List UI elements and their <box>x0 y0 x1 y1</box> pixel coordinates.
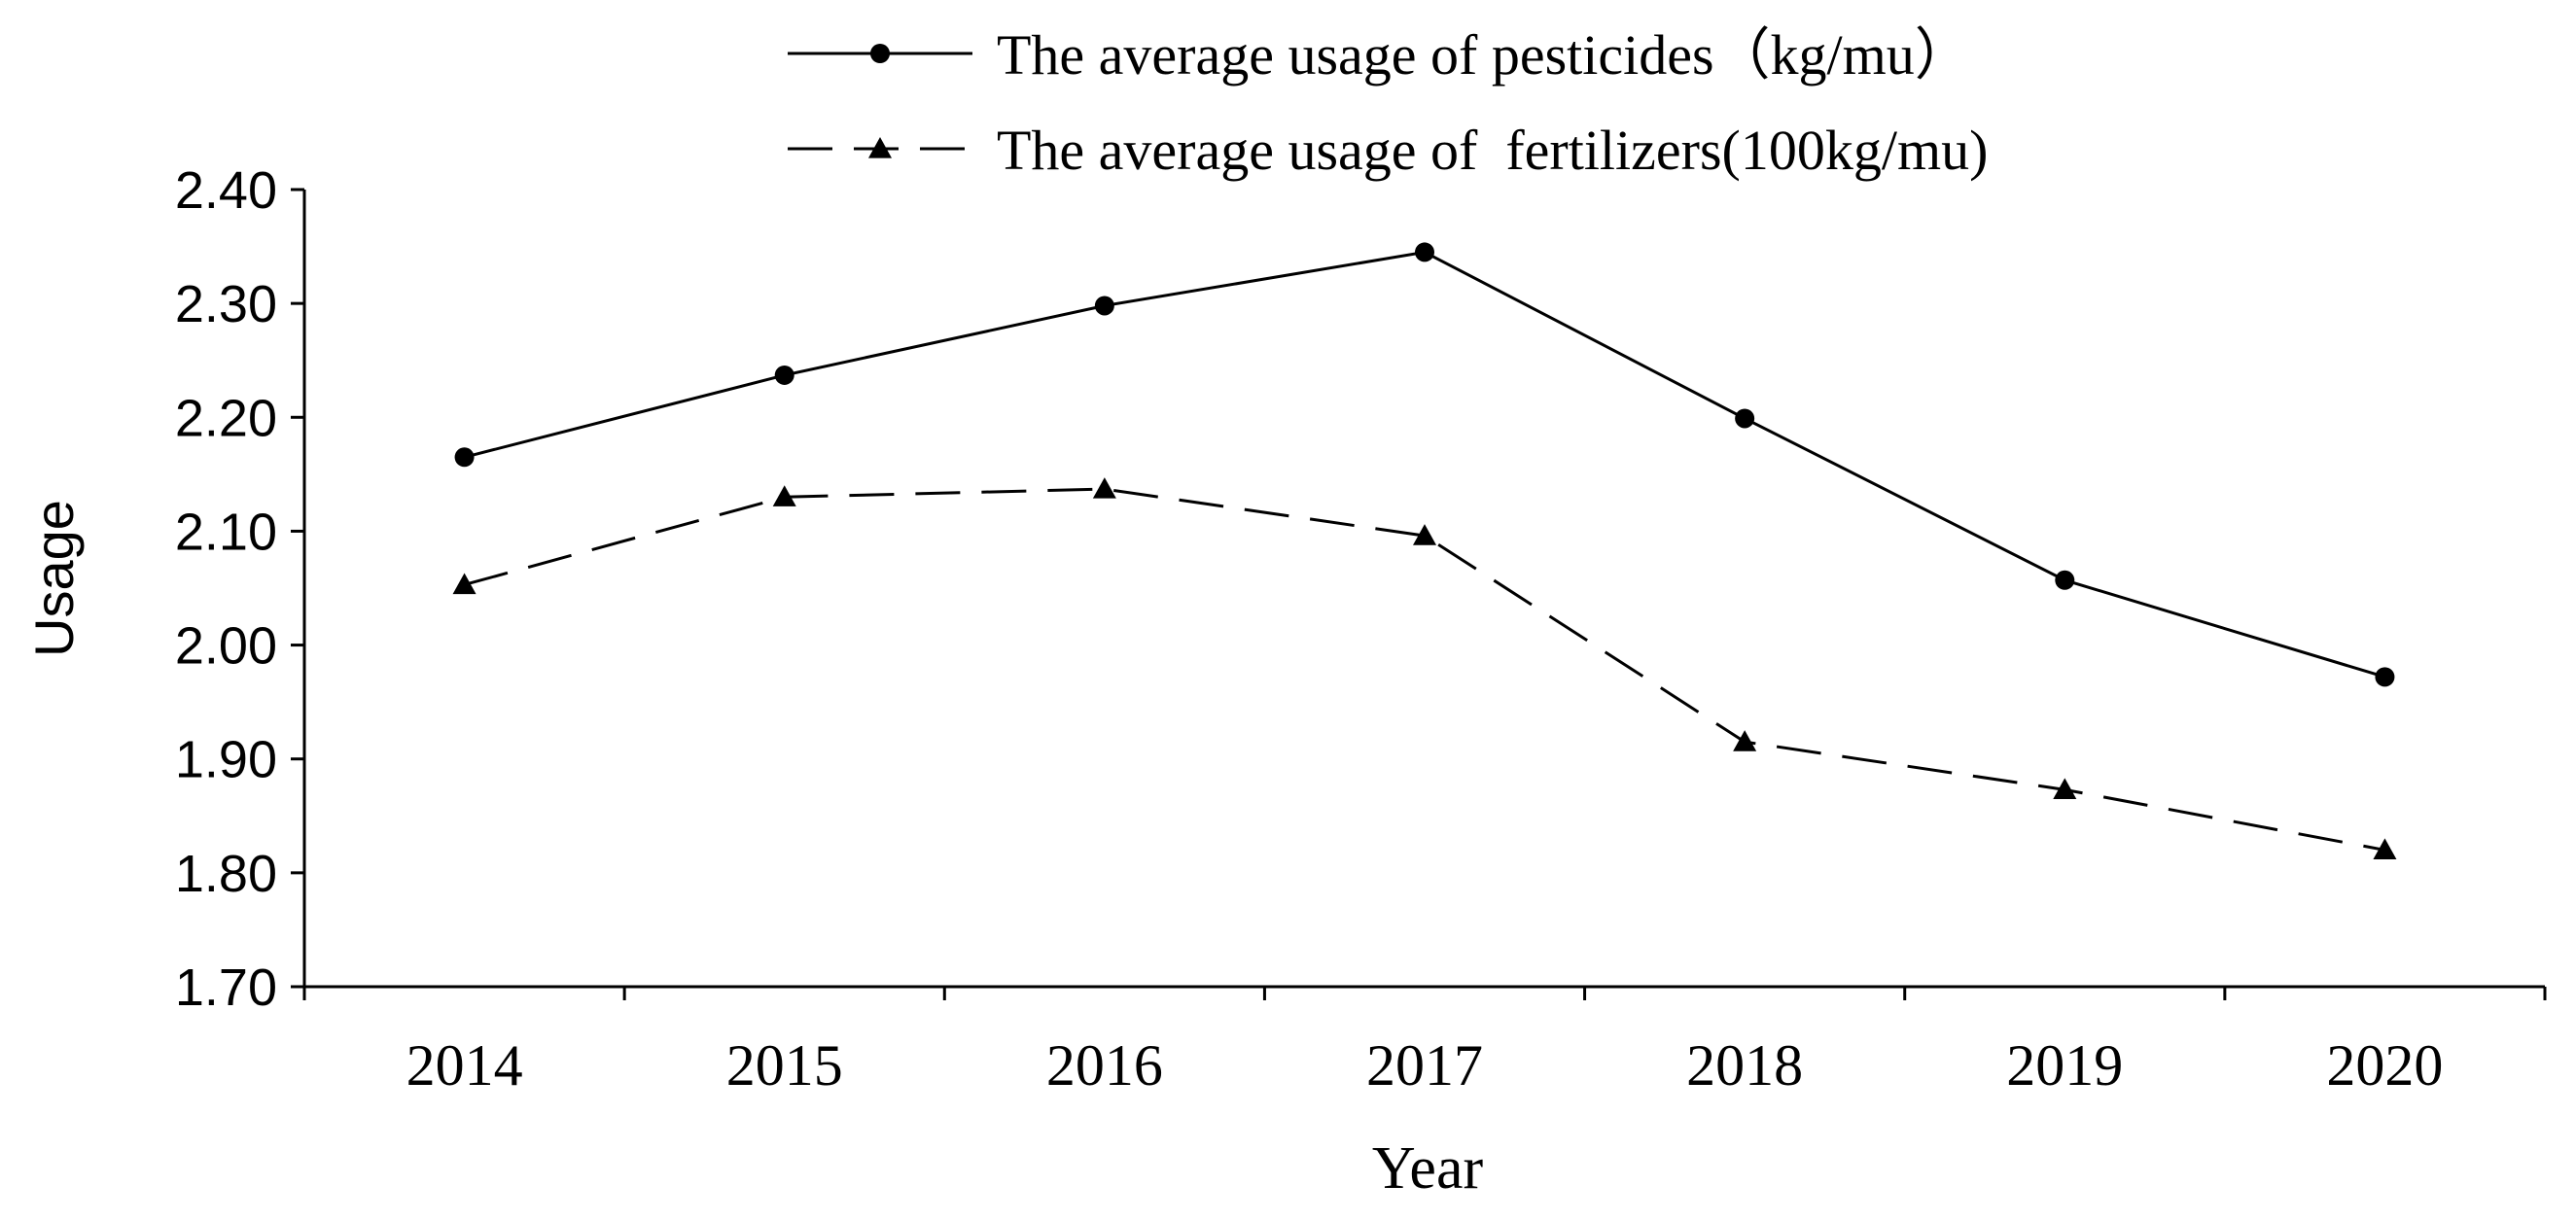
data-point <box>1092 477 1116 499</box>
x-tick-label: 2015 <box>726 1033 843 1098</box>
legend-marker <box>868 137 892 158</box>
data-point <box>2373 838 2397 860</box>
data-point <box>1733 730 1757 751</box>
data-point <box>1415 242 1434 262</box>
x-tick-label: 2018 <box>1686 1033 1803 1098</box>
data-point <box>1094 296 1114 316</box>
legend-label: The average usage of fertilizers(100kg/m… <box>997 119 1988 182</box>
data-point <box>2375 667 2395 687</box>
legend-label: The average usage of pesticides（kg/mu） <box>997 23 1971 87</box>
data-point <box>1735 408 1755 429</box>
data-point <box>2053 778 2077 799</box>
series-layer <box>452 242 2397 860</box>
y-tick-label: 2.30 <box>175 275 277 333</box>
y-tick-label: 1.80 <box>175 845 277 903</box>
data-point <box>774 365 794 385</box>
axes: 1.70 1.80 1.90 2.00 2.10 2.20 2.30 2.40 2014 2015… <box>175 161 2547 1098</box>
x-tick-label: 2016 <box>1046 1033 1163 1098</box>
legend-item: The average usage of pesticides（kg/mu） <box>788 23 1971 87</box>
data-point <box>772 485 796 506</box>
series-line <box>464 250 2385 679</box>
y-tick-label: 2.10 <box>175 503 277 561</box>
x-axis-title: Year <box>1372 1135 1484 1202</box>
data-point <box>452 573 476 595</box>
y-tick-label: 1.70 <box>175 959 277 1017</box>
data-point <box>454 447 475 468</box>
legend: The average usage of pesticides（kg/mu） Th… <box>788 23 1988 182</box>
legend-item: The average usage of fertilizers(100kg/m… <box>788 119 1988 182</box>
x-tick-label: 2017 <box>1366 1033 1483 1098</box>
series-2 <box>452 477 2397 860</box>
y-tick-label: 1.90 <box>175 731 277 789</box>
data-point <box>1413 524 1436 545</box>
y-axis-title: Usage <box>23 500 85 657</box>
y-tick-label: 2.00 <box>175 617 277 676</box>
legend-marker <box>870 44 890 63</box>
y-tick-label: 2.40 <box>175 161 277 220</box>
x-tick-label: 2019 <box>2006 1033 2123 1098</box>
data-point <box>2055 570 2075 590</box>
x-tick-label: 2020 <box>2326 1033 2443 1098</box>
series-1 <box>454 242 2395 687</box>
x-tick-label: 2014 <box>406 1033 523 1098</box>
y-tick-label: 2.20 <box>175 389 277 447</box>
